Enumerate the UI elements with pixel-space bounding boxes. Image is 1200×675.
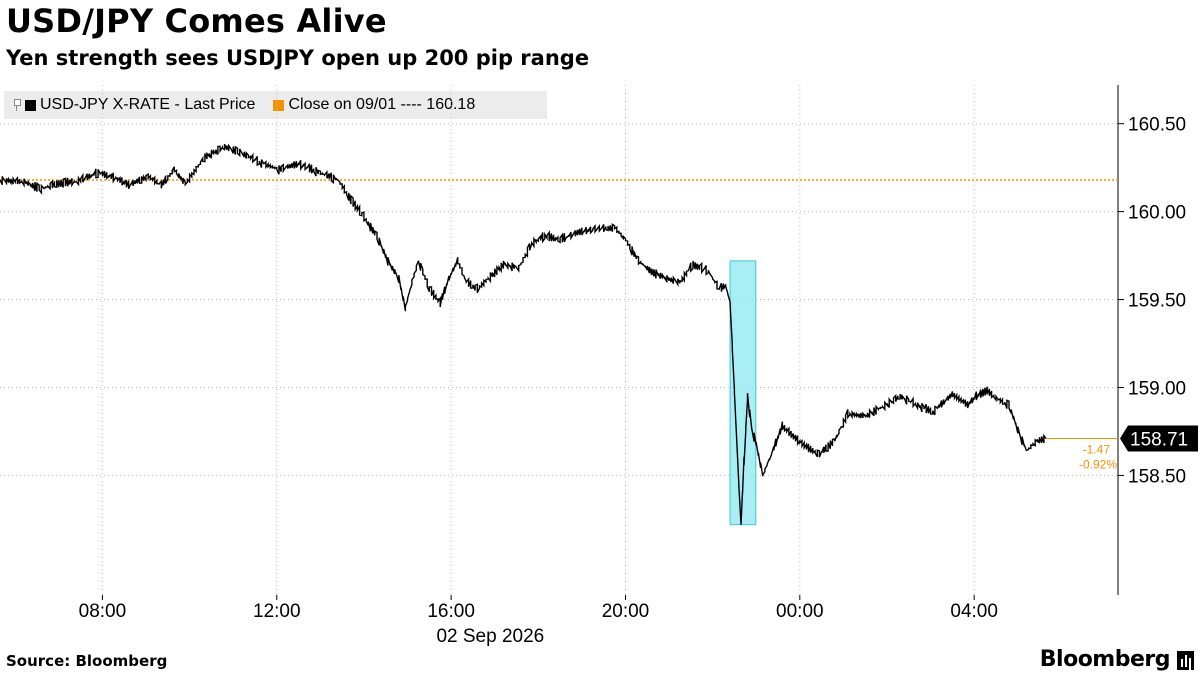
- x-tick-label: 20:00: [602, 601, 650, 622]
- chart-legend: USD-JPY X-RATE - Last Price Close on 09/…: [4, 91, 547, 119]
- bloomberg-chart-icon: [1177, 651, 1194, 670]
- y-tick-label: 158.50: [1128, 466, 1186, 487]
- brand-logo-text: Bloomberg: [1039, 647, 1171, 672]
- x-tick-label: 16:00: [427, 601, 475, 622]
- legend-swatch-orange: [273, 99, 285, 111]
- y-tick-label: 160.50: [1128, 115, 1186, 136]
- y-tick-label: 159.50: [1128, 291, 1186, 312]
- legend-item-close: Close on 09/01 ---- 160.18: [273, 96, 475, 114]
- source-note: Source: Bloomberg: [6, 652, 168, 670]
- y-tick-label: 160.00: [1128, 203, 1186, 224]
- last-value-tag: [1120, 425, 1198, 452]
- change-value-label: -1.47: [1083, 442, 1111, 456]
- x-tick-label: 00:00: [776, 601, 824, 622]
- legend-swatch-black: [25, 99, 36, 111]
- chart-subtitle: Yen strength sees USDJPY open up 200 pip…: [6, 46, 590, 70]
- last-value-label: 158.71: [1130, 429, 1188, 450]
- chart-title: USD/JPY Comes Alive: [6, 2, 387, 40]
- x-tick-label: 08:00: [79, 601, 127, 622]
- change-percent-label: -0.92%: [1079, 457, 1117, 471]
- price-series-line: [0, 143, 1047, 525]
- legend-item-last-price: USD-JPY X-RATE - Last Price: [12, 96, 255, 114]
- candle-icon: [12, 98, 21, 112]
- y-tick-label: 159.00: [1128, 378, 1186, 399]
- x-tick-label: 12:00: [253, 601, 301, 622]
- legend-label-close: Close on 09/01 ---- 160.18: [288, 96, 476, 113]
- x-tick-label: 04:00: [950, 601, 998, 622]
- x-axis-label: 02 Sep 2026: [436, 626, 544, 647]
- legend-label-last-price: USD-JPY X-RATE - Last Price: [40, 96, 256, 113]
